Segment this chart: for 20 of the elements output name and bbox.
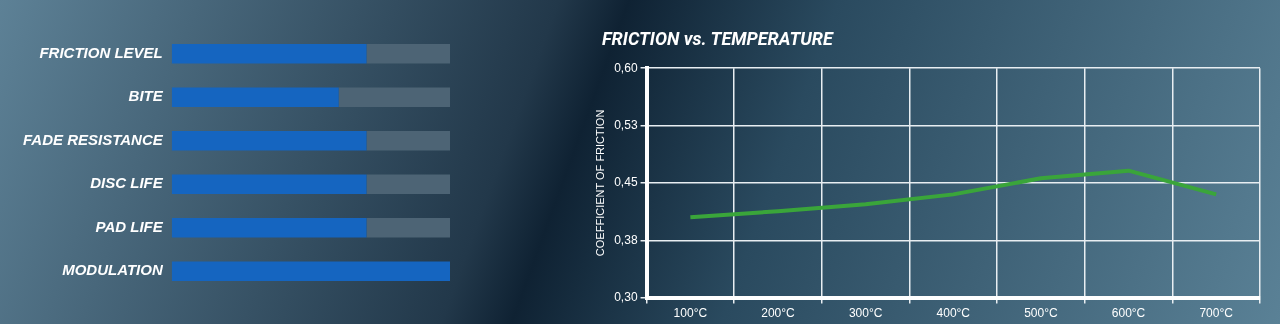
y-tick-label: PAD LIFE xyxy=(95,217,164,235)
x-tick-label: 400°C xyxy=(936,306,971,321)
y-tick-label: BITE xyxy=(128,87,164,105)
y-axis-title: COEFFICIENT OF FRICTION xyxy=(593,109,606,257)
y-tick-label: 0,38 xyxy=(614,232,638,247)
y-tick-label: FRICTION LEVEL xyxy=(39,43,163,61)
y-tick-label: 0,45 xyxy=(614,175,638,190)
y-tick-label: FADE RESISTANCE xyxy=(22,130,164,148)
y-tick-label: 0,53 xyxy=(614,117,638,132)
chart-title: FRICTION vs. TEMPERATURE xyxy=(602,28,835,51)
x-tick-label: 500°C xyxy=(1024,306,1058,321)
x-tick-label: 300°C xyxy=(848,306,883,321)
y-tick-label: 0,30 xyxy=(614,289,638,304)
y-tick-label: DISC LIFE xyxy=(90,174,164,192)
x-tick-label: 200°C xyxy=(761,306,796,321)
x-tick-label: 100°C xyxy=(673,306,708,321)
y-tick-label: MODULATION xyxy=(62,261,164,279)
x-tick-label: 600°C xyxy=(1111,306,1146,321)
y-tick-label: 0,60 xyxy=(614,60,638,75)
x-tick-label: 700°C xyxy=(1199,306,1234,321)
